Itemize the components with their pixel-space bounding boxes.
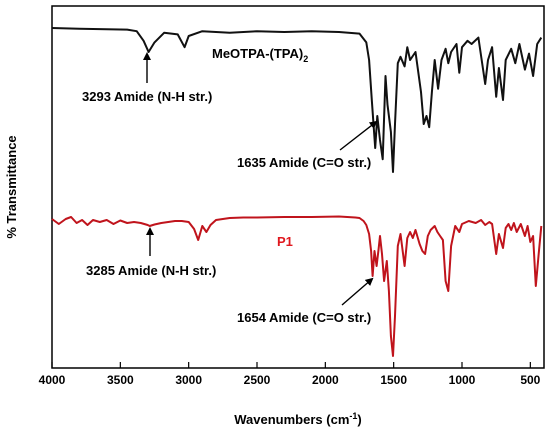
series-1-label-sub: 2 (303, 54, 308, 64)
series-2-label: P1 (277, 234, 293, 249)
annotation-2-text: 1635 Amide (C=O str.) (237, 155, 371, 170)
x-tick-label-1000: 1000 (449, 373, 476, 387)
annotation-2-arrow (339, 120, 378, 151)
x-axis-label-sup: -1 (349, 411, 357, 421)
x-axis-label: Wavenumbers (cm-1) (234, 411, 361, 427)
x-axis-ticks (51, 362, 531, 368)
annotation-3-text: 3285 Amide (N-H str.) (86, 263, 216, 278)
series-2-line (51, 215, 543, 357)
x-tick-label-500: 500 (520, 373, 540, 387)
annotation-4-arrow (341, 277, 374, 306)
annotation-1-text: 3293 Amide (N-H str.) (82, 89, 212, 104)
x-tick-label-4000: 4000 (39, 373, 66, 387)
x-tick-label-1500: 1500 (380, 373, 407, 387)
series-1-line (51, 27, 543, 173)
series-layer (51, 27, 543, 357)
x-axis-label-end: ) (357, 412, 361, 427)
x-tick-label-2000: 2000 (312, 373, 339, 387)
x-axis-label-main: Wavenumbers (cm (234, 412, 349, 427)
annotation-4-text: 1654 Amide (C=O str.) (237, 310, 371, 325)
series-1-label: MeOTPA-(TPA)2 (212, 46, 308, 64)
x-axis-tick-labels: 4000 3500 3000 2500 2000 1500 1000 500 (39, 373, 541, 387)
x-tick-label-3500: 3500 (107, 373, 134, 387)
x-tick-label-3000: 3000 (175, 373, 202, 387)
y-axis-label: % Transmittance (4, 135, 19, 238)
x-tick-label-2500: 2500 (244, 373, 271, 387)
plot-frame (51, 5, 545, 369)
series-1-label-main: MeOTPA-(TPA) (212, 46, 303, 61)
